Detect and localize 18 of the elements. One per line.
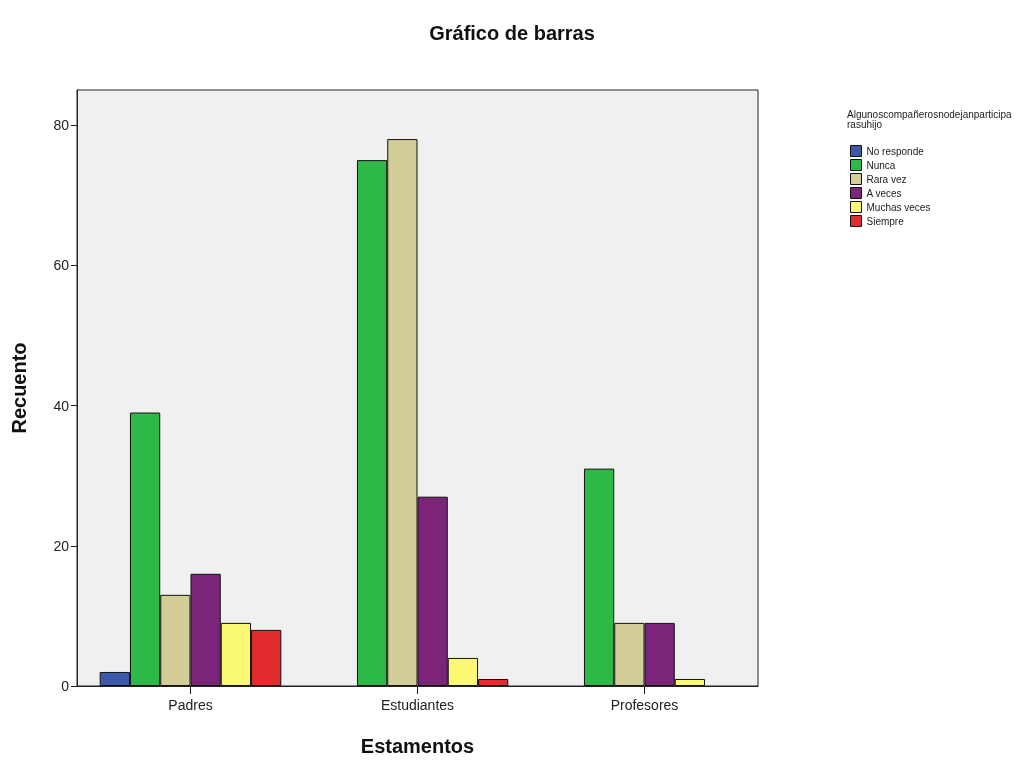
x-axis-title: Estamentos	[360, 735, 475, 757]
y-tick-label: 80	[53, 117, 70, 134]
y-axis-title: Recuento	[8, 342, 30, 434]
legend-label: No responde	[866, 145, 925, 157]
y-tick-label: 60	[53, 257, 70, 274]
y-tick-label: 40	[53, 397, 70, 414]
legend-label: A veces	[866, 187, 902, 199]
legend-label: Muchas veces	[866, 201, 931, 213]
x-tick-label: Estudiantes	[380, 697, 455, 713]
legend-label: Siempre	[866, 215, 905, 227]
legend-title: Algunoscompañerosnodejanparticiparasuhijo	[847, 108, 1012, 130]
legend-label: Nunca	[866, 159, 896, 171]
chart-title: Gráfico de barras	[429, 22, 595, 44]
y-tick-label: 20	[53, 537, 70, 554]
legend-label: Rara vez	[866, 173, 907, 185]
x-tick-label: Padres	[168, 697, 213, 713]
y-tick-label: 0	[61, 678, 70, 694]
x-tick-label: Profesores	[610, 697, 679, 713]
